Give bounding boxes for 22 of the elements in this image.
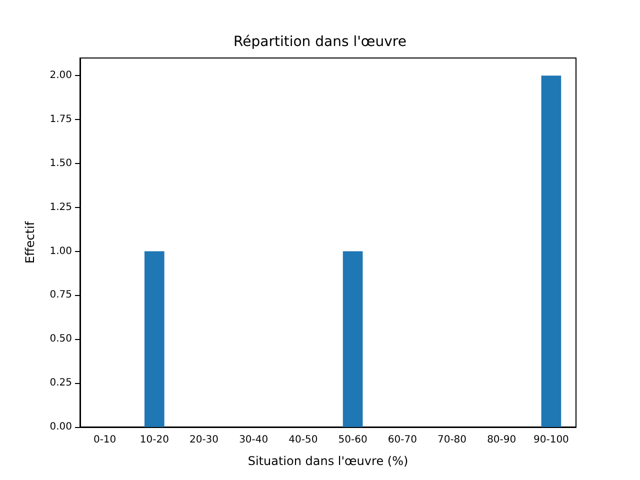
y-tick-label: 0.00 — [50, 422, 72, 432]
x-tick-label: 90-100 — [533, 434, 569, 446]
x-tick-label: 40-50 — [288, 434, 318, 446]
y-tick-label: 0.75 — [50, 290, 72, 301]
chart-title: Répartition dans l'œuvre — [234, 34, 406, 50]
y-tick-label: 1.00 — [50, 246, 72, 257]
y-axis-title: Effectif — [23, 220, 37, 264]
x-axis-title: Situation dans l'œuvre (%) — [248, 454, 408, 468]
x-tick-label: 10-20 — [140, 434, 169, 446]
y-tick-label: 0.50 — [50, 334, 72, 345]
x-tick-label: 0-10 — [93, 434, 116, 446]
y-tick-label: 0.25 — [50, 378, 72, 389]
x-tick-label: 80-90 — [487, 434, 516, 446]
x-tick-label: 30-40 — [239, 434, 268, 446]
y-tick-label: 1.75 — [50, 114, 72, 125]
x-tick-label: 60-70 — [388, 434, 417, 446]
x-tick-label: 50-60 — [338, 434, 368, 446]
y-tick-label: 1.50 — [50, 158, 72, 169]
x-tick-label: 20-30 — [189, 434, 219, 446]
x-tick-label: 70-80 — [437, 434, 467, 446]
y-tick-label: 2.00 — [50, 70, 72, 82]
y-tick-label: 1.25 — [50, 202, 72, 213]
